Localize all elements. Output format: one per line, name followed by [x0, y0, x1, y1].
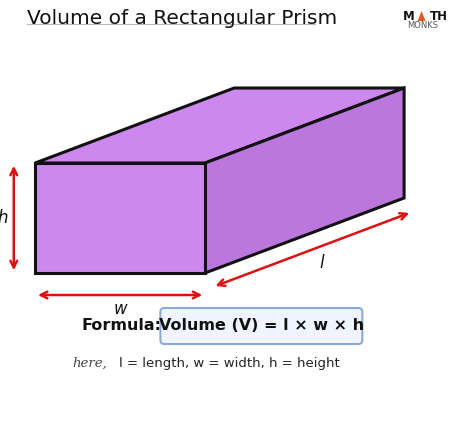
Polygon shape: [205, 88, 404, 273]
Polygon shape: [418, 11, 426, 21]
Text: MONKS: MONKS: [407, 22, 438, 30]
Polygon shape: [35, 163, 205, 273]
Text: here,: here,: [72, 356, 107, 370]
Text: Formula:: Formula:: [82, 318, 162, 333]
Text: TH: TH: [430, 10, 448, 22]
Text: l: l: [320, 254, 324, 273]
Text: Volume of a Rectangular Prism: Volume of a Rectangular Prism: [27, 9, 337, 28]
Text: l = length, w = width, h = height: l = length, w = width, h = height: [118, 356, 339, 370]
Text: h: h: [0, 209, 9, 227]
Polygon shape: [35, 88, 404, 163]
FancyBboxPatch shape: [160, 308, 362, 344]
Text: w: w: [113, 300, 127, 318]
Text: M: M: [403, 10, 415, 22]
Text: Volume (V) = l × w × h: Volume (V) = l × w × h: [159, 318, 364, 333]
